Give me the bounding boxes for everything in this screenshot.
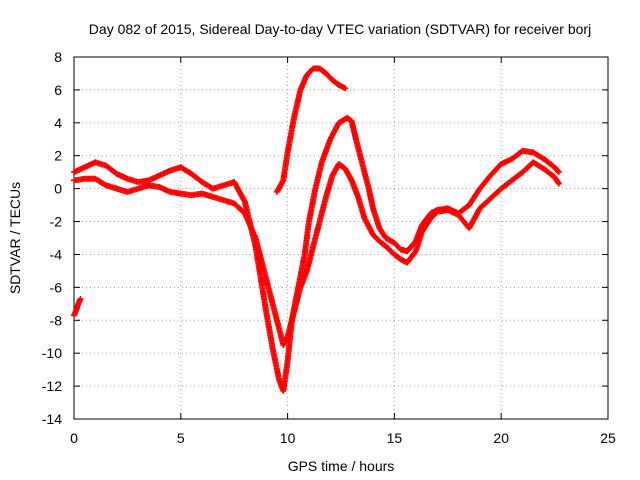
x-tick-label: 10 [280, 430, 296, 446]
y-tick-label: 2 [54, 148, 62, 164]
y-tick-label: -4 [50, 246, 63, 262]
x-tick-label: 5 [177, 430, 185, 446]
gridlines [74, 57, 608, 419]
x-axis-label: GPS time / hours [288, 458, 395, 474]
series-group [71, 295, 84, 319]
series-group [273, 65, 349, 195]
data-point [342, 85, 349, 92]
y-tick-label: -8 [50, 312, 63, 328]
y-axis-label: SDTVAR / TECUs [7, 182, 23, 294]
chart-title: Day 082 of 2015, Sidereal Day-to-day VTE… [89, 21, 591, 37]
y-tick-label: -2 [50, 214, 63, 230]
data-point [555, 180, 562, 187]
plot-area-frame [73, 56, 609, 420]
y-tick-label: 4 [54, 115, 62, 131]
x-tick-label: 25 [600, 430, 616, 446]
y-tick-label: -6 [50, 279, 63, 295]
x-tick-label: 0 [70, 430, 78, 446]
data-point [77, 295, 84, 302]
y-tick-label: 0 [54, 181, 62, 197]
data-points [71, 65, 562, 395]
y-tick-label: -10 [42, 345, 62, 361]
axis-ticks: 0 5 10 15 20 25 -14 -12 -10 -8 -6 -4 -2 0 2 4 6 8 [42, 49, 616, 446]
y-tick-label: -12 [42, 378, 62, 394]
y-tick-label: 8 [54, 49, 62, 65]
y-tick-label: 6 [54, 82, 62, 98]
series-group [71, 159, 562, 348]
data-point [555, 168, 562, 175]
x-tick-label: 15 [387, 430, 403, 446]
data-point [555, 169, 562, 176]
series-group [71, 114, 562, 395]
y-tick-label: -14 [42, 411, 62, 427]
x-tick-label: 20 [493, 430, 509, 446]
